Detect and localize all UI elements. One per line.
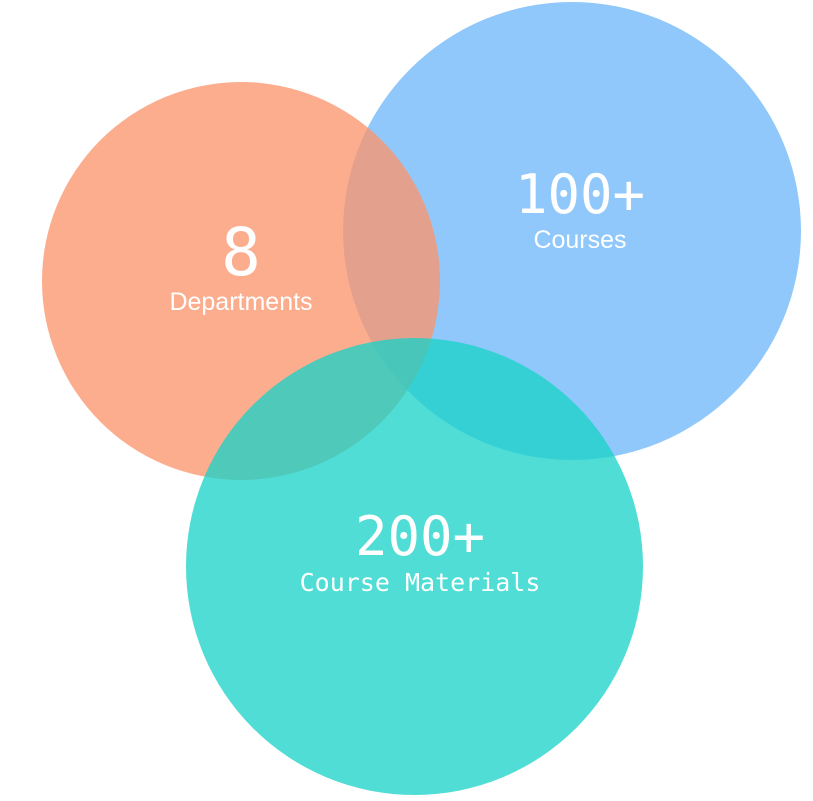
course-materials-label: Course Materials — [299, 568, 541, 597]
course-materials-circle — [186, 338, 643, 795]
courses-count: 100+ — [514, 163, 646, 226]
courses-stat: 100+ Courses — [515, 168, 645, 253]
course-materials-stat: 200+ Course Materials — [299, 505, 541, 597]
departments-count: 8 — [221, 214, 261, 291]
course-materials-count: 200+ — [354, 505, 486, 568]
courses-label: Courses — [533, 226, 627, 254]
departments-stat: 8 Departments — [169, 220, 312, 315]
departments-label: Departments — [169, 288, 313, 316]
